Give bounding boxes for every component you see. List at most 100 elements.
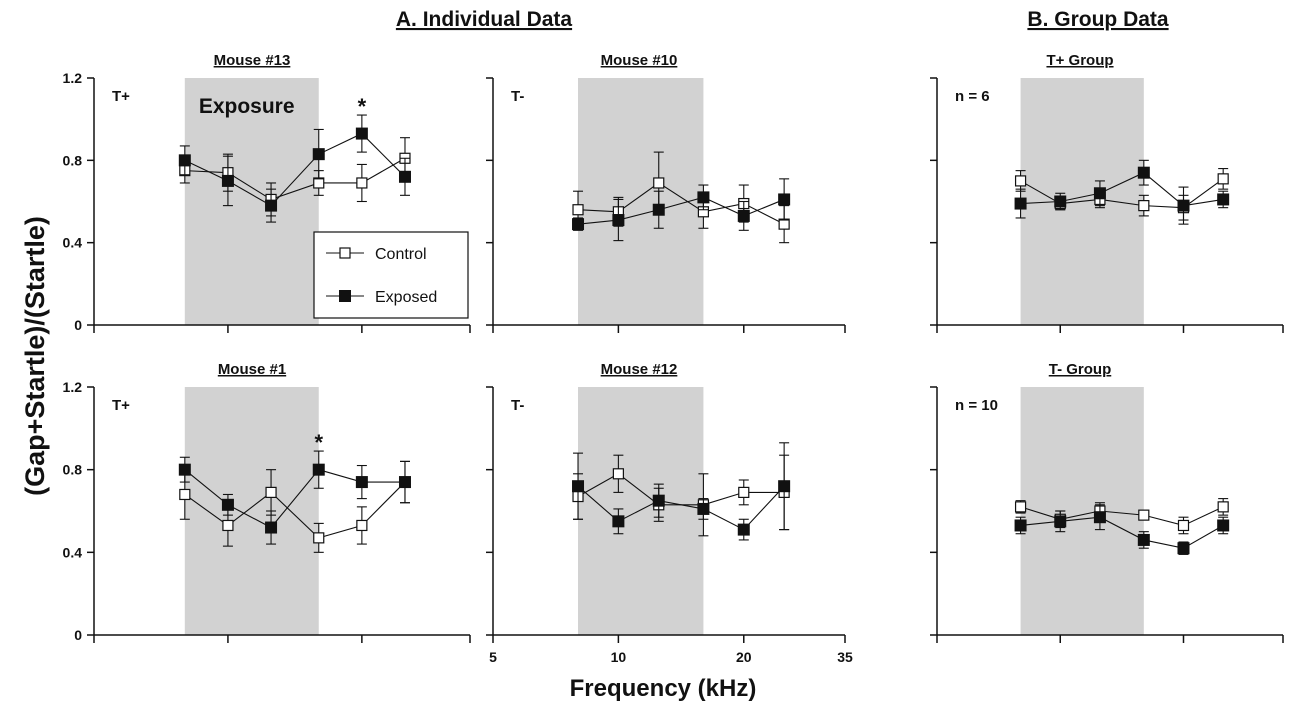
point-exposed	[398, 476, 411, 489]
point-exposed	[1054, 195, 1067, 208]
panel-bottom-middle: 5 10 20 35 Mouse #12 T-	[486, 361, 853, 665]
y-tick-label: 0.8	[63, 462, 83, 478]
point-exposed	[1177, 199, 1190, 212]
point-exposed	[572, 218, 585, 231]
panel-title: T+ Group	[1046, 52, 1113, 69]
point-control	[1217, 501, 1229, 513]
point-exposed	[178, 154, 191, 167]
panel-title: Mouse #1	[218, 361, 286, 378]
point-exposed	[697, 502, 710, 515]
x-tick-label: 20	[736, 649, 752, 665]
corner-label: n = 6	[955, 88, 990, 105]
legend-marker-control	[339, 247, 351, 259]
legend-marker-exposed	[339, 290, 351, 302]
corner-label: T-	[511, 88, 524, 105]
series-line-control	[1020, 178, 1224, 209]
point-control	[1177, 519, 1190, 532]
point-control	[222, 519, 234, 532]
point-exposed	[1217, 519, 1230, 532]
corner-label: T-	[511, 397, 524, 414]
legend-box	[313, 231, 469, 319]
y-tick-label: 1.2	[63, 70, 83, 86]
point-exposed	[1014, 519, 1027, 532]
point-exposed	[312, 148, 325, 161]
exposure-band	[578, 78, 704, 325]
header-individual: A. Individual Data	[396, 8, 573, 31]
point-exposed	[265, 199, 278, 212]
point-exposed	[1177, 542, 1190, 555]
point-control	[612, 468, 624, 480]
point-exposed	[398, 170, 411, 183]
panel-bottom-left: 0 0.4 0.8 1.2 Mouse #1 T+ *	[63, 361, 471, 643]
series-line-control	[184, 481, 406, 539]
point-exposed	[1137, 166, 1150, 179]
series-line-control	[1020, 506, 1224, 527]
point-exposed	[652, 203, 665, 216]
x-tick-label: 10	[611, 649, 627, 665]
point-control	[572, 204, 584, 216]
panel-top-left: 0 0.4 0.8 1.2 Mouse #13 T+ * Exposure Control Exp…	[63, 52, 471, 333]
point-control	[738, 486, 750, 498]
point-exposed	[221, 174, 234, 187]
point-control	[313, 532, 325, 544]
point-control	[1217, 173, 1229, 185]
point-exposed	[1137, 533, 1150, 546]
y-tick-label: 1.2	[63, 379, 83, 395]
point-control	[1014, 501, 1027, 513]
point-exposed	[355, 127, 368, 140]
point-control	[356, 177, 368, 189]
exposure-band	[578, 387, 704, 635]
panel-title: Mouse #12	[601, 361, 678, 378]
panel-bottom-right: T- Group n = 10	[930, 361, 1284, 643]
exposure-band	[1020, 387, 1144, 635]
y-tick-label: 0.8	[63, 152, 83, 168]
point-exposed	[652, 494, 665, 507]
exposure-label: Exposure	[199, 95, 295, 118]
significance-marker: *	[314, 430, 323, 455]
y-tick-label: 0.4	[63, 544, 83, 560]
y-tick-label: 0.4	[63, 235, 83, 251]
significance-marker: *	[358, 94, 367, 119]
series-line-control	[577, 182, 785, 225]
panels: 0 0.4 0.8 1.2 Mouse #13 T+ * Exposure Control Exp…	[63, 52, 1284, 665]
point-control	[653, 177, 665, 189]
point-control	[265, 486, 277, 498]
corner-label: n = 10	[955, 397, 998, 414]
point-exposed	[572, 480, 585, 493]
point-exposed	[737, 523, 750, 536]
point-exposed	[697, 191, 710, 204]
panel-title: Mouse #13	[214, 52, 291, 69]
point-exposed	[1054, 515, 1067, 528]
point-exposed	[778, 480, 791, 493]
point-control	[1014, 175, 1027, 187]
point-exposed	[612, 214, 625, 227]
point-exposed	[1217, 193, 1230, 206]
point-control	[1138, 200, 1150, 212]
series-line-exposed	[577, 485, 785, 531]
point-exposed	[265, 521, 278, 534]
panel-title: T- Group	[1049, 361, 1112, 378]
point-exposed	[737, 209, 750, 222]
x-axis-label: Frequency (kHz)	[570, 675, 757, 702]
series-line-exposed	[1020, 516, 1224, 549]
panel-top-right: T+ Group n = 6	[930, 52, 1284, 333]
y-tick-label: 0	[74, 317, 82, 333]
point-exposed	[612, 515, 625, 528]
panel-top-middle: Mouse #10 T-	[486, 52, 846, 333]
series-line-exposed	[184, 469, 405, 529]
y-tick-label: 0	[74, 627, 82, 643]
series-line-exposed	[1020, 172, 1224, 207]
x-tick-label: 35	[837, 649, 853, 665]
exposure-band	[184, 387, 319, 635]
point-exposed	[221, 498, 234, 511]
corner-label: T+	[112, 88, 130, 105]
point-control	[179, 488, 191, 501]
header-group: B. Group Data	[1027, 8, 1168, 31]
point-exposed	[778, 193, 791, 206]
y-axis-label: (Gap+Startle)/(Startle)	[20, 216, 50, 496]
point-exposed	[312, 463, 325, 476]
point-exposed	[178, 463, 191, 476]
point-control	[313, 177, 325, 189]
x-tick-label: 5	[489, 649, 497, 665]
